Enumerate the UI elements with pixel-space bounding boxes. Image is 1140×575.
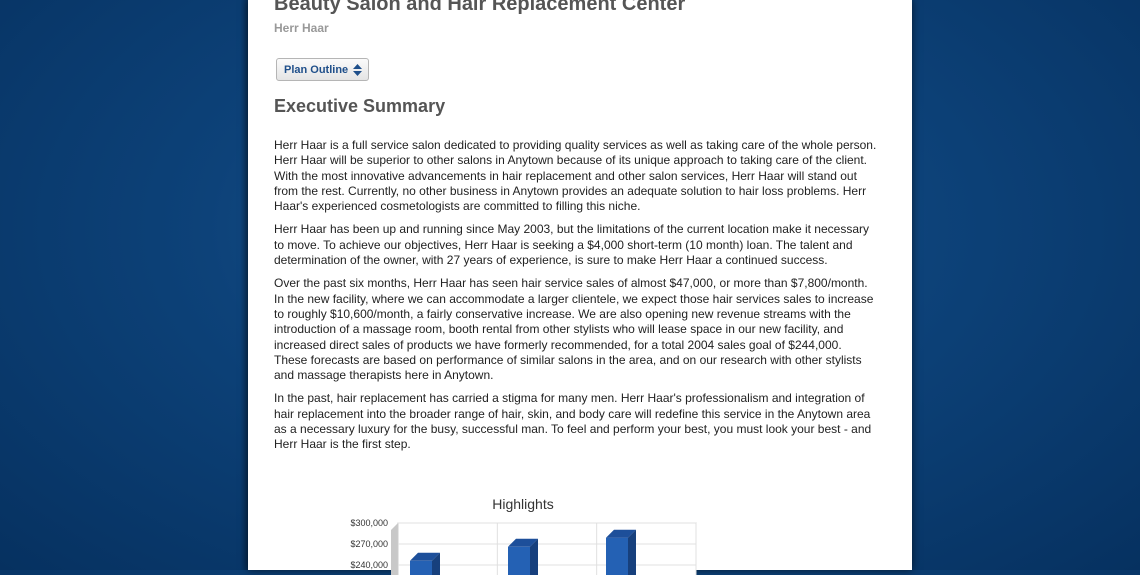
highlights-chart: $300,000 $270,000 $240,000	[350, 518, 697, 575]
bar-top	[410, 552, 440, 561]
page-title: Beauty Salon and Hair Replacement Center	[274, 0, 686, 15]
paragraph: Herr Haar is a full service salon dedica…	[274, 138, 877, 214]
plan-outline-button[interactable]: Plan Outline	[276, 58, 370, 81]
paragraph: Herr Haar has been up and running since …	[274, 222, 869, 268]
paragraph: In the past, hair replacement has carrie…	[274, 391, 872, 452]
bar-side	[530, 538, 538, 575]
chart-title: Highlights	[492, 496, 554, 512]
document-page: Beauty Salon and Hair Replacement Center…	[248, 0, 912, 575]
bar-side	[628, 529, 636, 575]
plan-outline-label: Plan Outline	[284, 63, 349, 76]
up-down-arrows-icon	[353, 63, 363, 76]
section-title: Executive Summary	[274, 96, 446, 116]
y-tick-label: $240,000	[350, 560, 388, 570]
company-name: Herr Haar	[274, 21, 329, 35]
chart-side-wall	[391, 523, 398, 575]
bar	[410, 560, 432, 575]
plot-area	[397, 522, 697, 575]
bar-side	[432, 552, 440, 575]
bar-top	[508, 538, 538, 547]
section-body: Herr Haar is a full service salon dedica…	[274, 138, 878, 461]
bar	[606, 537, 628, 575]
bar	[508, 546, 530, 575]
y-tick-label: $270,000	[350, 539, 388, 549]
y-tick-label: $300,000	[350, 518, 388, 528]
page-shadow	[240, 0, 250, 570]
bar-top	[606, 529, 636, 538]
paragraph: Over the past six months, Herr Haar has …	[274, 276, 874, 383]
